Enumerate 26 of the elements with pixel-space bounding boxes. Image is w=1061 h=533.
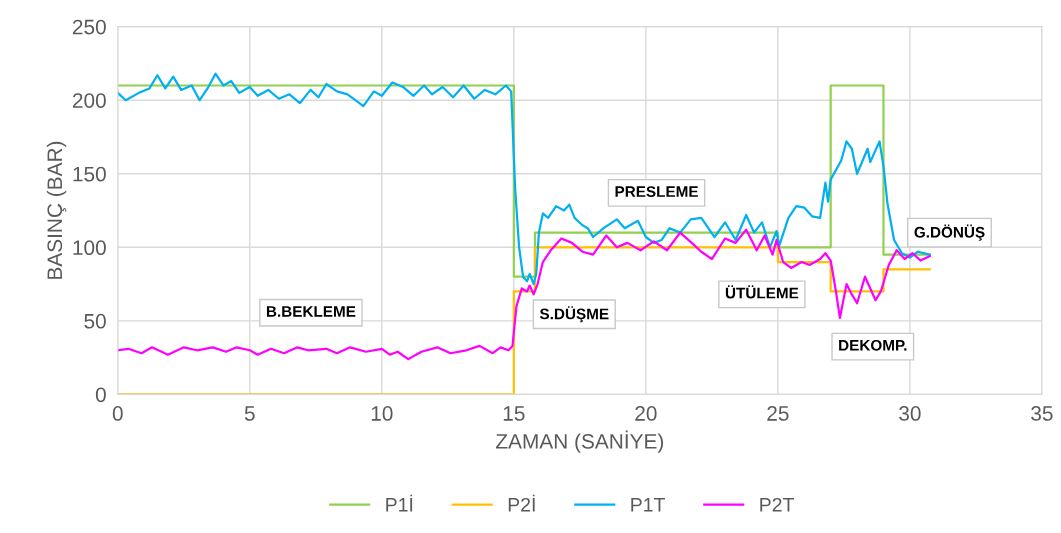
y-tick-label: 50 xyxy=(84,313,106,329)
y-tick-label: 200 xyxy=(72,93,106,108)
annotation: ÜTÜLEME xyxy=(725,285,799,299)
annotation: DEKOMP. xyxy=(839,339,907,351)
x-tick-label: 35 xyxy=(1031,406,1053,421)
annotation: PRESLEME xyxy=(615,186,698,197)
annotation: G.DÖNÜŞ xyxy=(914,224,985,241)
y-tick-label: 250 xyxy=(72,19,106,35)
x-tick-label: 0 xyxy=(112,406,123,421)
y-axis-title: BASINÇ (BAR) xyxy=(46,141,67,279)
x-tick-label: 30 xyxy=(899,406,921,421)
x-tick-label: 25 xyxy=(767,406,789,421)
legend-label: P2T xyxy=(760,497,794,512)
annotation: B.BEKLEME xyxy=(266,306,356,317)
y-tick-label: 0 xyxy=(95,387,106,403)
x-tick-label: 15 xyxy=(503,406,525,421)
legend-label: P2İ xyxy=(508,494,535,512)
x-tick-label: 20 xyxy=(635,406,657,421)
x-tick-label: 10 xyxy=(371,406,393,421)
y-tick-label: 150 xyxy=(73,166,106,182)
y-tick-label: 100 xyxy=(73,240,106,256)
legend-label: P1İ xyxy=(386,494,413,512)
x-axis-title: ZAMAN (SANİYE) xyxy=(496,430,664,453)
annotation: S.DÜŞME xyxy=(539,306,609,323)
legend-label: P1T xyxy=(631,498,665,512)
x-tick-label: 5 xyxy=(244,406,255,421)
